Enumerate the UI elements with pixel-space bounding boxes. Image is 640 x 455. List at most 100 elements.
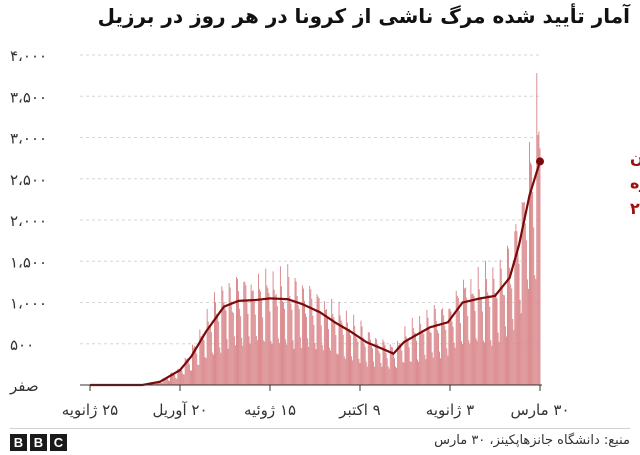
daily-bar (398, 345, 400, 385)
daily-bar (319, 311, 321, 385)
daily-bar (388, 368, 390, 385)
daily-bar (223, 302, 225, 385)
daily-bar (492, 267, 494, 385)
daily-bar (214, 292, 215, 385)
daily-bar (179, 368, 181, 385)
daily-bar (198, 365, 200, 385)
daily-bar (217, 316, 219, 385)
daily-bar (260, 291, 261, 385)
daily-bar (380, 363, 382, 385)
daily-bar (409, 361, 411, 385)
rolling-average (89, 161, 542, 387)
daily-bar (426, 309, 428, 385)
daily-bar (369, 339, 371, 385)
daily-bar (251, 291, 253, 385)
daily-bar (232, 312, 234, 385)
daily-bar (433, 304, 435, 385)
daily-bar (265, 268, 267, 385)
annotation-marker (536, 157, 544, 166)
daily-bar (532, 192, 534, 385)
logo-letter: C (50, 434, 67, 451)
daily-bar (531, 164, 533, 385)
daily-bar (414, 333, 416, 385)
daily-bar (471, 294, 473, 385)
daily-bar (231, 311, 233, 385)
daily-bar (288, 277, 290, 385)
daily-bar (466, 297, 468, 385)
daily-bar (523, 201, 525, 385)
daily-bar (482, 340, 484, 385)
daily-bar (441, 309, 443, 385)
daily-bar (445, 329, 447, 385)
daily-bar (274, 295, 276, 385)
daily-bar (452, 326, 454, 385)
daily-bar (520, 313, 522, 385)
daily-bar (174, 374, 176, 385)
daily-bar (497, 332, 499, 385)
daily-bar (240, 316, 242, 385)
daily-bar (535, 279, 537, 385)
daily-bar (351, 356, 353, 385)
daily-bar (391, 347, 393, 385)
daily-bar (279, 266, 281, 385)
daily-bar (353, 314, 355, 385)
daily-bar (437, 333, 439, 385)
daily-bar (406, 338, 408, 385)
daily-bar (261, 300, 263, 385)
daily-bar (505, 336, 507, 385)
daily-bar (344, 358, 346, 385)
daily-bar (498, 341, 500, 385)
daily-bar (239, 308, 241, 385)
daily-bar (272, 271, 274, 385)
daily-bar (403, 362, 405, 385)
daily-bar (186, 358, 188, 385)
daily-bar (304, 300, 305, 385)
daily-bar (252, 290, 254, 385)
daily-bar (508, 248, 510, 385)
daily-bar (424, 354, 426, 385)
daily-bar (480, 298, 482, 385)
daily-bar (411, 317, 413, 385)
daily-bar (337, 354, 339, 385)
daily-bar (294, 277, 296, 385)
daily-bar (285, 339, 287, 385)
daily-bar (325, 309, 327, 385)
daily-bar (206, 308, 208, 385)
daily-bar (241, 337, 243, 385)
daily-bar (300, 347, 302, 385)
daily-bar (331, 298, 333, 385)
daily-bar (519, 299, 521, 385)
y-tick-label: ۴،۰۰۰ (10, 47, 47, 65)
daily-bar (215, 302, 216, 385)
daily-bar (428, 328, 430, 385)
daily-bar (315, 349, 317, 385)
daily-bar (183, 374, 185, 385)
daily-bar (529, 142, 530, 385)
daily-bar (253, 301, 255, 385)
daily-bar (401, 350, 403, 385)
daily-bar (465, 287, 467, 385)
daily-bar (361, 326, 363, 385)
daily-bar (455, 291, 457, 385)
daily-bar (362, 337, 364, 385)
daily-bar (321, 345, 323, 385)
daily-bar (266, 285, 268, 385)
daily-bar (447, 355, 449, 385)
daily-bar (378, 350, 380, 385)
daily-bar (360, 320, 362, 385)
daily-bar (336, 353, 338, 385)
daily-bar (417, 359, 418, 385)
daily-bar (296, 295, 298, 385)
daily-bar (289, 295, 291, 385)
daily-bar (318, 298, 320, 385)
daily-bar (431, 352, 433, 385)
daily-bar (427, 317, 429, 385)
daily-bar (434, 308, 436, 385)
daily-bar (324, 309, 326, 385)
daily-bar (204, 357, 206, 385)
daily-bar (533, 227, 535, 385)
daily-bar (166, 378, 168, 385)
daily-bar (209, 326, 211, 385)
daily-bar (218, 321, 220, 385)
daily-bar (245, 285, 247, 385)
